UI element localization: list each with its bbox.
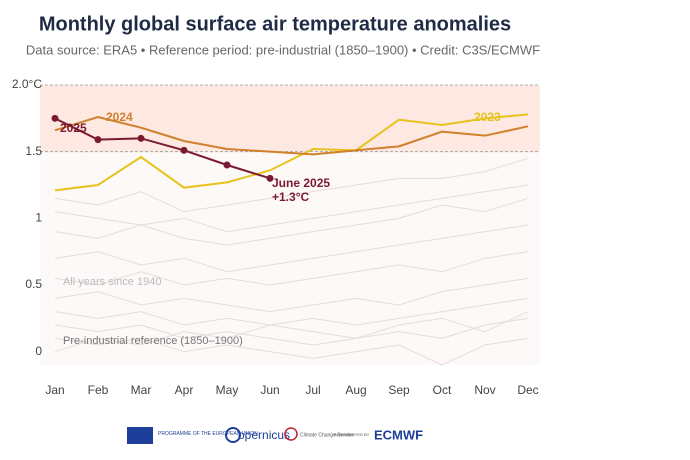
y-tick-label: 1 [35,211,42,225]
series-label: 2024 [106,110,133,124]
series-line [54,113,529,192]
series-line [54,117,271,180]
series-label: 2025 [60,121,87,135]
shaded-band [40,85,540,152]
background-line [54,157,529,213]
x-tick-label: Nov [474,383,495,397]
annotation-reference: Pre-industrial reference (1850–1900) [63,335,243,347]
x-tick-label: Apr [175,383,194,397]
y-tick-label: 2.0°C [12,77,42,91]
y-tick-label: 1.5 [25,144,42,158]
chart-title: Monthly global surface air temperature a… [39,13,511,35]
series-marker [94,136,102,144]
copernicus-logo [225,427,241,443]
x-tick-label: Feb [88,383,109,397]
annotation-date: June 2025 [272,176,330,190]
ecmwf-text: ECMWF [374,427,423,442]
x-tick-label: Dec [517,383,538,397]
background-line [54,184,529,233]
c3s-text: Climate Change Service [300,432,354,438]
annotation-value: +1.3°C [272,190,309,204]
footer-logos: PROGRAMME OF THE EUROPEAN UNION opernicu… [127,427,423,444]
series-marker [223,161,231,169]
x-tick-label: Mar [131,383,152,397]
c3s-logo [284,427,298,441]
series-marker [51,114,59,122]
x-tick-label: May [216,383,239,397]
series-label: 2023 [474,110,501,124]
background-line [54,251,529,286]
background-line [54,197,529,246]
x-tick-label: Jun [260,383,279,397]
background-line [54,277,529,313]
background-line [54,224,529,273]
eu-flag [127,427,153,444]
x-tick-label: Jan [45,383,64,397]
chart-subtitle: Data source: ERA5 • Reference period: pr… [26,42,540,57]
annotation-all-years: All years since 1940 [63,276,161,288]
background-line [54,337,529,366]
eu-text: PROGRAMME OF THE EUROPEAN UNION [158,431,258,437]
background-line [54,297,529,326]
implemented-text: IMPLEMENTED BY [334,432,370,437]
plot-area: 0 0.5 1 1.5 2.0°C Jan Feb Mar Apr May Jun Jul Aug Sep… [12,77,540,397]
series-marker [137,134,145,142]
copernicus-text: opernicus [238,428,290,442]
y-tick-label: 0.5 [25,277,42,291]
x-tick-label: Oct [433,383,452,397]
x-tick-label: Aug [345,383,366,397]
x-tick-label: Sep [388,383,410,397]
y-tick-label: 0 [35,344,42,358]
series-marker [180,146,188,154]
background-line [54,311,529,353]
x-tick-label: Jul [305,383,320,397]
series-line [54,115,529,156]
series-marker [266,174,274,182]
background-line [54,317,529,346]
